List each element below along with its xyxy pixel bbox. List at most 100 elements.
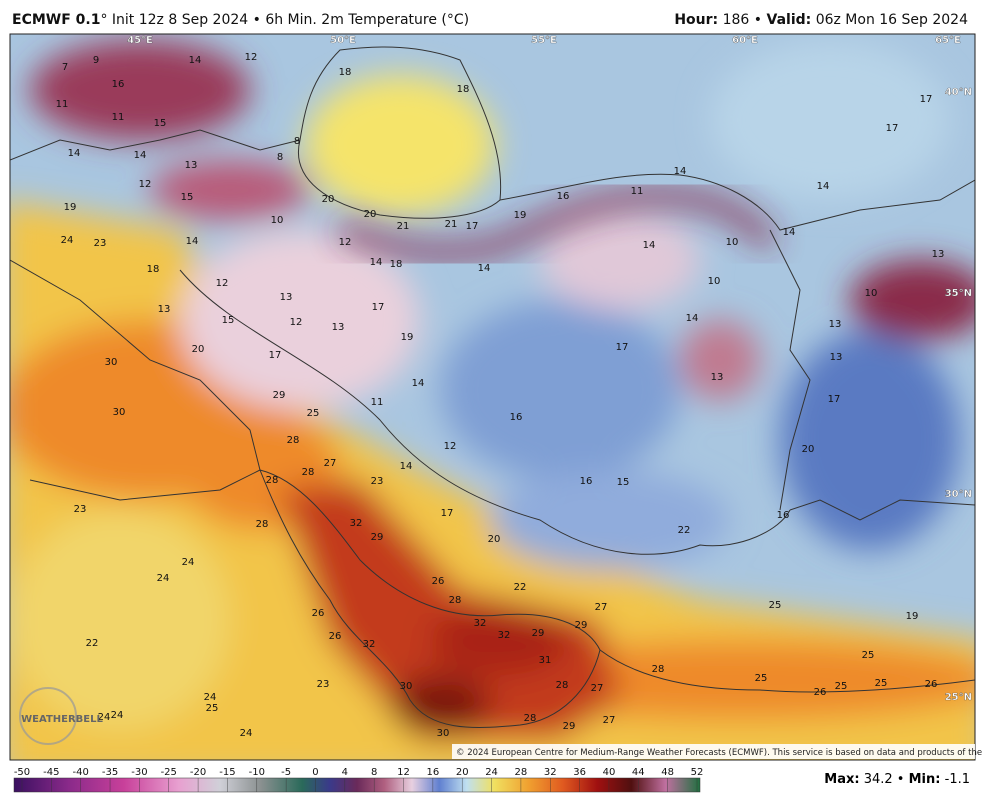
colorbar <box>13 777 701 793</box>
borders <box>10 46 975 728</box>
max-label: Max: <box>824 772 860 787</box>
temperature-label: 13 <box>185 160 198 171</box>
temperature-label: 24 <box>204 692 217 703</box>
temperature-label: 12 <box>444 441 457 452</box>
temperature-label: 27 <box>591 683 604 694</box>
temperature-label: 28 <box>524 713 537 724</box>
temperature-label: 17 <box>828 394 841 405</box>
temperature-label: 17 <box>616 342 629 353</box>
temperature-label: 18 <box>147 264 160 275</box>
temperature-label: 25 <box>862 650 875 661</box>
colorbar-label: 36 <box>573 767 586 778</box>
temperature-label: 17 <box>269 350 282 361</box>
colorbar-label: -15 <box>219 767 235 778</box>
temperature-label: 32 <box>350 518 363 529</box>
temperature-label: 18 <box>390 259 403 270</box>
temperature-label: 28 <box>449 595 462 606</box>
temperature-label: 14 <box>186 236 199 247</box>
temperature-label: 16 <box>777 510 790 521</box>
temperature-label: 25 <box>307 408 320 419</box>
temperature-label: 20 <box>322 194 335 205</box>
temperature-label: 28 <box>556 680 569 691</box>
temperature-label: 24 <box>182 557 195 568</box>
max: 34.2 • <box>863 772 905 787</box>
temperature-label: 25 <box>875 678 888 689</box>
temperature-label: 10 <box>708 276 721 287</box>
temperature-label: 14 <box>400 461 413 472</box>
temperature-label: 12 <box>245 52 258 63</box>
valid: 06z Mon 16 Sep 2024 <box>815 12 968 28</box>
colorbar-label: 24 <box>485 767 498 778</box>
min: -1.1 <box>944 772 970 787</box>
map-labels: 7 9 16 14 12 18 18 11 11 15 14 14 13 12 15 88 20 20 21 21 17… <box>56 35 973 739</box>
logo-ring <box>19 687 77 745</box>
header-right: Hour: 186 • Valid: 06z Mon 16 Sep 2024 <box>674 12 968 28</box>
temperature-label: 30 <box>400 681 413 692</box>
colorbar-label: 0 <box>312 767 318 778</box>
colorbar-label: -5 <box>281 767 291 778</box>
temperature-label: 26 <box>312 608 325 619</box>
colorbar-label: 8 <box>371 767 377 778</box>
temperature-label: 12 <box>139 179 152 190</box>
temperature-label: 13 <box>711 372 724 383</box>
colorbar-label: -20 <box>190 767 206 778</box>
temperature-label: 14 <box>412 378 425 389</box>
temperature-label: 10 <box>271 215 284 226</box>
temperature-label: 12 <box>339 237 352 248</box>
colorbar-label: 32 <box>544 767 557 778</box>
temperature-label: 27 <box>603 715 616 726</box>
temperature-label: 24 <box>111 710 124 721</box>
temperature-label: 22 <box>678 525 691 536</box>
temperature-label: 11 <box>112 112 125 123</box>
temperature-label: 15 <box>617 477 630 488</box>
temperature-label: 27 <box>595 602 608 613</box>
footer: Max: 34.2 • Min: -1.1 <box>824 772 970 787</box>
temperature-label: 22 <box>86 638 99 649</box>
temperature-label: 10 <box>865 288 878 299</box>
temperature-label: 28 <box>652 664 665 675</box>
colorbar-label: -35 <box>102 767 118 778</box>
temperature-label: 29 <box>273 390 286 401</box>
temperature-label: 7 <box>62 62 68 73</box>
latitude-label: 25°N <box>945 692 972 703</box>
temperature-label: 13 <box>280 292 293 303</box>
temperature-label: 31 <box>539 655 552 666</box>
temperature-label: 15 <box>181 192 194 203</box>
model: ECMWF 0.1 <box>12 12 101 28</box>
colorbar-label: -25 <box>161 767 177 778</box>
copyright: © 2024 European Centre for Medium-Range … <box>456 748 984 758</box>
longitude-label: 60°E <box>732 35 758 46</box>
map-field <box>10 34 975 760</box>
temperature-label: 8 <box>277 152 283 163</box>
temperature-label: 23 <box>74 504 87 515</box>
header-left: ECMWF 0.1° Init 12z 8 Sep 2024 • 6h Min.… <box>12 12 469 28</box>
temperature-label: 14 <box>817 181 830 192</box>
temperature-label: 26 <box>329 631 342 642</box>
temperature-label: 14 <box>478 263 491 274</box>
temperature-label: 12 <box>290 317 303 328</box>
temperature-label: 29 <box>532 628 545 639</box>
description: ° Init 12z 8 Sep 2024 • 6h Min. 2m Tempe… <box>100 12 470 28</box>
temperature-label: 25 <box>835 681 848 692</box>
longitude-label: 45°E <box>127 35 153 46</box>
temperature-label: 32 <box>498 630 511 641</box>
logo: WEATHERBELL <box>21 714 103 725</box>
temperature-label: 20 <box>488 534 501 545</box>
temperature-label: 28 <box>266 475 279 486</box>
temperature-label: 30 <box>113 407 126 418</box>
temperature-label: 14 <box>134 150 147 161</box>
temperature-label: 30 <box>437 728 450 739</box>
temperature-label: 25 <box>206 703 219 714</box>
temperature-label: 24 <box>61 235 74 246</box>
latitude-label: 30°N <box>945 489 972 500</box>
temperature-label: 14 <box>674 166 687 177</box>
temperature-label: 11 <box>56 99 69 110</box>
temperature-label: 26 <box>925 679 938 690</box>
temperature-label: 29 <box>371 532 384 543</box>
colorbar-label: 44 <box>632 767 645 778</box>
temperature-label: 14 <box>370 257 383 268</box>
temperature-label: 19 <box>514 210 527 221</box>
temperature-label: 23 <box>371 476 384 487</box>
temperature-label: 19 <box>64 202 77 213</box>
